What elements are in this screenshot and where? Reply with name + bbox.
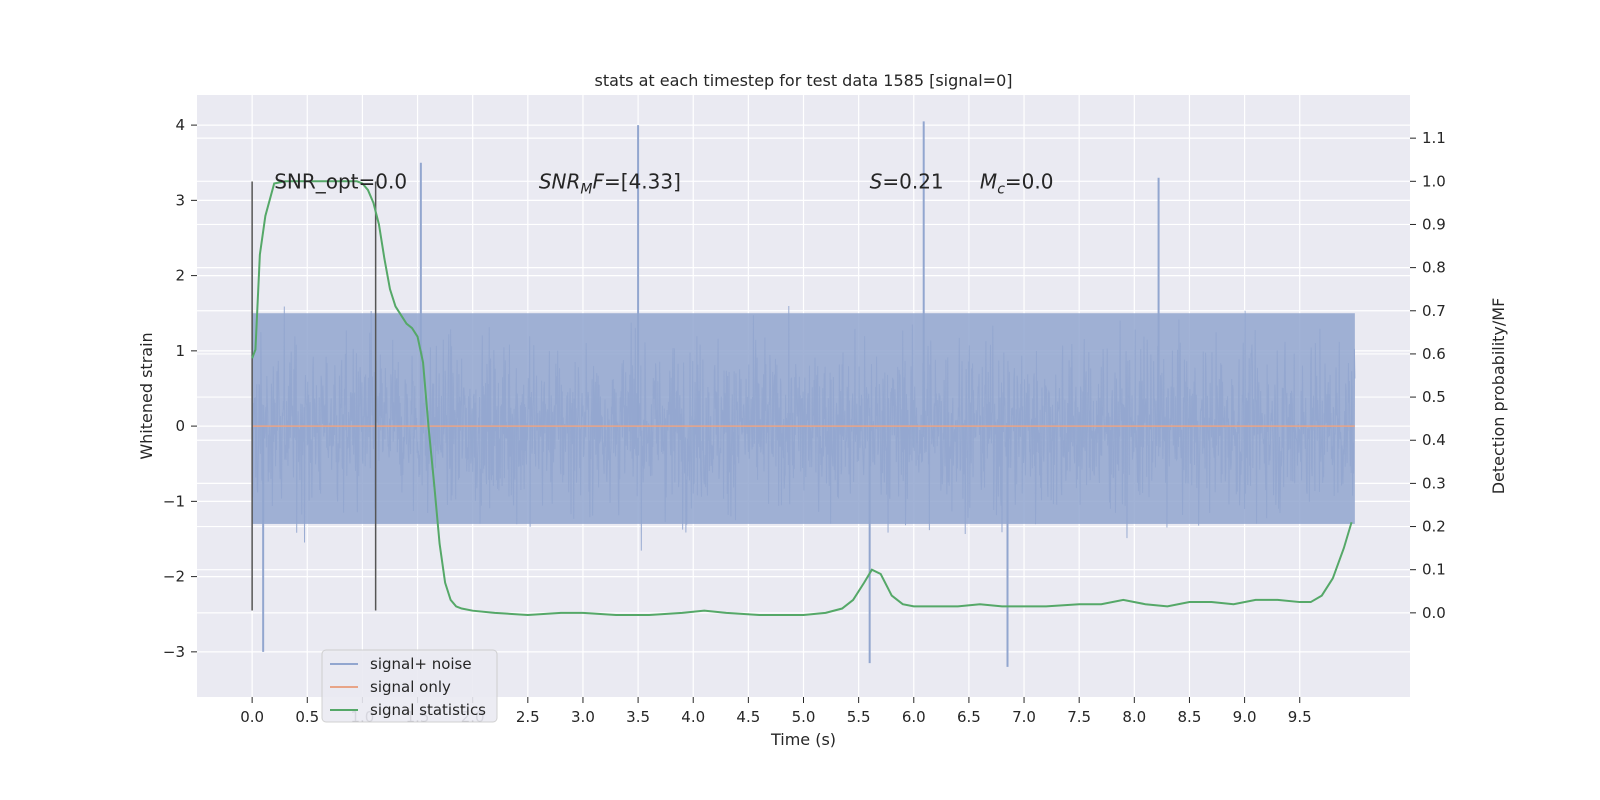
chart-title: stats at each timestep for test data 158…	[594, 71, 1012, 90]
y-axis-left: −3 −2 −1 0 1 2 3 4	[163, 116, 197, 661]
y-right-tick-label: 1.1	[1422, 129, 1446, 147]
y-right-tick-label: 0.4	[1422, 431, 1446, 449]
x-tick-label: 9.0	[1233, 708, 1257, 726]
x-tick-label: 7.0	[1012, 708, 1036, 726]
y-tick-label: 3	[175, 191, 185, 209]
noise-trace	[251, 305, 1356, 551]
y-right-tick-label: 0.1	[1422, 561, 1446, 579]
x-tick-label: 3.5	[626, 708, 650, 726]
y-tick-label: 0	[175, 417, 185, 435]
x-tick-label: 8.5	[1178, 708, 1202, 726]
y-right-tick-label: 1.0	[1422, 172, 1446, 190]
x-tick-label: 4.5	[736, 708, 760, 726]
x-tick-label: 7.5	[1067, 708, 1091, 726]
y-axis-right: 0.0 0.1 0.2 0.3 0.4 0.5 0.6 0.7 0.8 0.9 1.0 1.1	[1410, 129, 1446, 622]
legend-box	[321, 649, 498, 723]
legend-label: signal only	[370, 678, 451, 696]
series-signal-noise	[251, 121, 1356, 667]
annotations: SNR_opt=0.0 SNRMF=[4.33] S=0.21 Mc=0.0	[274, 170, 1053, 198]
series-signal-statistics	[251, 180, 1353, 617]
x-tick-label: 8.0	[1122, 708, 1146, 726]
x-tick-label: 6.5	[957, 708, 981, 726]
x-tick-label: 2.5	[516, 708, 540, 726]
legend-label: signal+ noise	[370, 655, 472, 673]
x-tick-label: 5.5	[847, 708, 871, 726]
y-tick-label: 1	[175, 342, 185, 360]
x-tick-label: 4.0	[681, 708, 705, 726]
y-right-tick-label: 0.0	[1422, 604, 1446, 622]
y-right-tick-label: 0.3	[1422, 474, 1446, 492]
y-tick-label: 4	[175, 116, 185, 134]
x-tick-label: 9.5	[1288, 708, 1312, 726]
y-axis-right-label: Detection probability/MF	[1489, 298, 1508, 495]
x-axis-label: Time (s)	[770, 730, 836, 749]
y-tick-label: −3	[163, 643, 185, 661]
y-right-tick-label: 0.9	[1422, 215, 1446, 233]
y-tick-label: 2	[175, 267, 185, 285]
y-tick-label: −1	[163, 492, 185, 510]
annotation-snr-opt: SNR_opt=0.0	[274, 170, 407, 194]
annotation-snr-mf: SNRMF=[4.33]	[539, 170, 681, 198]
signal-statistics-line	[251, 180, 1353, 617]
annotation-s-stat: S=0.21	[870, 170, 944, 194]
y-right-tick-label: 0.6	[1422, 345, 1446, 363]
annotation-mc: Mc=0.0	[980, 170, 1054, 198]
y-axis-label: Whitened strain	[137, 332, 156, 459]
y-right-tick-label: 0.5	[1422, 388, 1446, 406]
x-tick-label: 0.0	[240, 708, 264, 726]
y-right-tick-label: 0.2	[1422, 518, 1446, 536]
x-tick-label: 3.0	[571, 708, 595, 726]
legend-label: signal statistics	[370, 701, 486, 719]
x-tick-label: 5.0	[792, 708, 816, 726]
x-tick-label: 0.5	[295, 708, 319, 726]
legend: signal+ noise signal only signal statistic…	[321, 649, 498, 723]
x-tick-label: 6.0	[902, 708, 926, 726]
vertical-markers	[251, 181, 377, 611]
y-tick-label: −2	[163, 568, 185, 586]
y-right-tick-label: 0.8	[1422, 259, 1446, 277]
y-right-tick-label: 0.7	[1422, 302, 1446, 320]
